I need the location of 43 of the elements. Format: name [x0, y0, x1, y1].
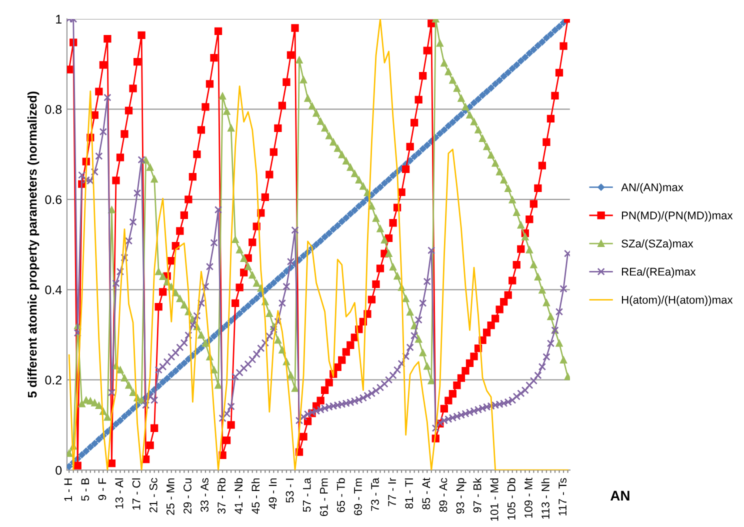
- x-tick-label: 21 - Sc: [149, 478, 158, 512]
- x-tick-label: 25 - Mn: [166, 478, 174, 515]
- x-tick-label: 93 - Np: [456, 478, 466, 514]
- x-tick-label: 69 - Tm: [354, 478, 362, 516]
- x-tick-label: 73 - Ta: [371, 478, 379, 511]
- x-tick-label: 65 - Tb: [336, 478, 345, 512]
- legend-label: REa/(REa)max: [622, 267, 696, 278]
- x-tick-label: 1 - H: [64, 478, 72, 501]
- x-tick-label: 89 - Ac: [439, 478, 448, 512]
- x-tick-label: 81 - Tl: [404, 478, 414, 509]
- x-tick-label: 37 - Rb: [217, 478, 226, 514]
- legend-label: PN(MD)/(PN(MD))max: [622, 211, 733, 222]
- x-tick-label: 97 - Bk: [473, 478, 482, 512]
- x-tick-label: 53 - I: [286, 478, 294, 503]
- x-tick-label: 109 - Mt: [524, 478, 532, 518]
- x-tick-label: 77 - Ir: [388, 478, 396, 506]
- x-tick-label: 105 - Db: [507, 478, 516, 520]
- y-tick-label: 0: [56, 466, 62, 475]
- y-tick-label: 0.6: [45, 195, 62, 204]
- y-tick-label: 0.8: [45, 104, 62, 114]
- x-tick-label: 117 - Ts: [558, 478, 566, 516]
- x-tick-label: 61 - Pm: [320, 478, 328, 516]
- x-tick-label: 41 - Nb: [234, 478, 243, 514]
- x-tick-label: 85 - At: [422, 478, 430, 510]
- x-tick-label: 101 - Md: [490, 478, 498, 521]
- x-tick-label: 29 - Cu: [184, 478, 192, 514]
- y-tick-label: 0.2: [45, 376, 62, 385]
- legend-label: SZa/(SZa)max: [622, 239, 694, 250]
- x-tick-label: 45 - Rh: [251, 478, 260, 514]
- y-tick-label: 1: [56, 14, 62, 24]
- legend-label: AN/(AN)max: [621, 183, 684, 194]
- x-tick-label: 33 - As: [200, 478, 208, 512]
- x-tick-label: 13 - Al: [115, 478, 124, 508]
- x-tick-label: 5 - B: [81, 478, 90, 501]
- x-tick-label: 49 - In: [268, 478, 277, 509]
- y-tick-label: 0.4: [45, 285, 62, 294]
- x-axis-title: AN: [610, 490, 630, 500]
- legend-label: H(atom)/(H(atom))max: [622, 296, 733, 306]
- y-axis-title: 5 different atomic property parameters (normalized): [28, 92, 40, 398]
- x-tick-label: 57 - La: [303, 478, 311, 512]
- x-tick-label: 17 - Cl: [132, 478, 140, 510]
- x-tick-label: 113 - Nh: [541, 478, 550, 519]
- x-tick-label: 9 - F: [98, 478, 106, 500]
